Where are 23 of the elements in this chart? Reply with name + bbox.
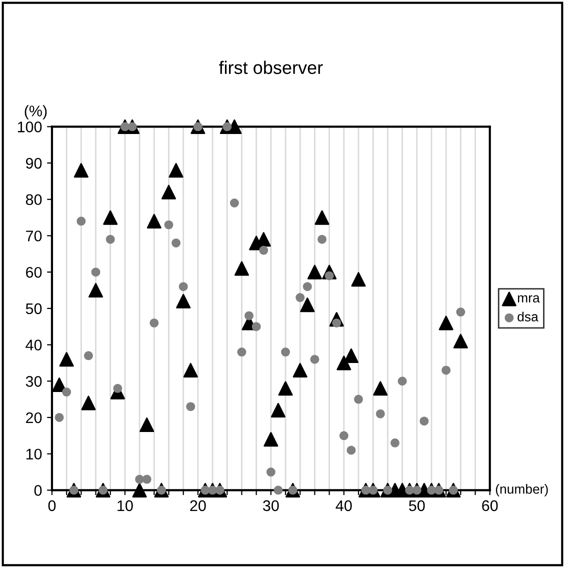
x-tick-label: 60 bbox=[482, 500, 498, 512]
y-tick-label: 20 bbox=[26, 412, 42, 424]
x-tick-label: 30 bbox=[263, 500, 279, 512]
x-tick-label: 10 bbox=[118, 500, 133, 512]
y-tick-label: 60 bbox=[26, 266, 42, 278]
y-tick-label: 80 bbox=[26, 194, 42, 206]
x-axis-title: (number) bbox=[496, 484, 548, 496]
y-axis-title: (%) bbox=[24, 105, 47, 120]
y-tick-label: 70 bbox=[26, 230, 42, 242]
y-tick-label: 50 bbox=[26, 303, 42, 314]
y-tick-label: 40 bbox=[26, 340, 42, 350]
chart-title: first observer bbox=[219, 60, 323, 74]
legend-label: dsa bbox=[518, 312, 538, 322]
legend-label: mra bbox=[518, 295, 540, 303]
y-tick-label: 90 bbox=[26, 158, 42, 169]
x-tick-label: 0 bbox=[48, 500, 56, 512]
x-tick-label: 40 bbox=[336, 500, 352, 512]
y-tick-label: 30 bbox=[26, 376, 42, 387]
x-tick-label: 20 bbox=[190, 500, 206, 512]
y-tick-label: 10 bbox=[26, 448, 42, 460]
y-tick-label: 0 bbox=[34, 485, 42, 496]
x-tick-label: 50 bbox=[408, 500, 425, 512]
y-tick-label: 100 bbox=[18, 122, 42, 132]
